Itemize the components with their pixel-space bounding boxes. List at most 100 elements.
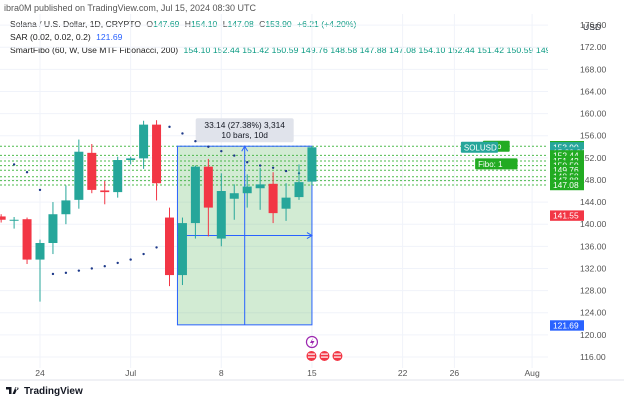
chart-level-label: SOLUSD	[464, 143, 497, 152]
price-tag: 149.76	[553, 165, 579, 175]
sar-dot	[181, 132, 184, 135]
price-tick-label: 140.00	[580, 219, 607, 229]
price-tag: 141.55	[553, 211, 579, 221]
flag-us-icon	[305, 350, 318, 362]
price-tag-bg	[550, 150, 584, 161]
candle-down	[100, 190, 110, 193]
price-tick-label: 172.00	[580, 42, 607, 52]
price-tick-label: 132.00	[580, 263, 607, 273]
sar-dot	[194, 140, 197, 143]
candle-down	[152, 124, 162, 184]
tradingview-logo[interactable]: TradingView	[6, 386, 83, 397]
time-tick-label: Aug	[524, 368, 540, 378]
sar-dot	[129, 258, 132, 261]
time-tick-label: Jul	[125, 368, 136, 378]
measurement-arrow-right	[306, 232, 313, 239]
sar-dot	[116, 261, 119, 265]
candle-down	[87, 152, 97, 190]
candle-up	[126, 158, 136, 161]
candle-up	[242, 186, 252, 194]
price-tick-label: 156.00	[580, 131, 607, 141]
measurement-text-2: 10 bars, 10d	[221, 130, 268, 140]
price-tick-label: 128.00	[580, 286, 607, 296]
sar-dot	[258, 164, 262, 167]
flag-us-icon	[331, 350, 344, 362]
candle-up	[9, 219, 19, 221]
price-tag-bg	[550, 320, 584, 331]
low-label: L	[222, 19, 228, 29]
sar-dot	[12, 163, 16, 166]
candle-up	[113, 160, 123, 193]
time-tick-label: 22	[398, 368, 408, 378]
candle-up	[177, 223, 187, 276]
publish-note: ibra0M published on TradingView.com, Jul…	[4, 3, 256, 13]
legend-symbol-row: Solana / U.S. Dollar, 1D, CRYPTO O147.69…	[10, 18, 603, 31]
sar-dot	[51, 272, 55, 276]
price-tick-label: 176.00	[580, 20, 607, 30]
flag-stripe	[320, 356, 328, 358]
sar-dot	[90, 267, 94, 270]
price-tag-bg	[550, 210, 584, 221]
legend-sar-row: SAR (0.02, 0.02, 0.2) 121.69	[10, 31, 603, 44]
high-label: H	[184, 19, 192, 29]
candle-up	[139, 124, 149, 159]
high-value: 154.10	[191, 19, 218, 29]
price-tick-label: 148.00	[580, 175, 607, 185]
open-label: O	[146, 19, 154, 29]
price-tick-label: 152.00	[580, 153, 607, 163]
time-tick-label: 26	[450, 368, 460, 378]
sar-dot	[103, 265, 106, 268]
flag-stripe	[333, 356, 341, 358]
candle-up	[307, 147, 317, 182]
sar-dot	[77, 269, 81, 272]
sar-dot	[246, 161, 249, 164]
price-axis: USD116.00120.00124.00128.00132.00136.001…	[548, 0, 624, 380]
flag-us-icon	[318, 350, 331, 362]
time-tick-label: 15	[307, 368, 317, 378]
price-tag: 121.69	[553, 320, 579, 330]
price-tick-label: 116.00	[580, 352, 606, 362]
change-value: +6.21 (+4.20%)	[297, 19, 357, 29]
candle-up	[35, 242, 45, 260]
price-tags: 154.10153.9015:29:23152.44151.42150.5914…	[550, 140, 586, 331]
price-tag: 147.08	[553, 180, 579, 190]
candle-down	[22, 219, 32, 260]
price-tag: 152.44	[553, 150, 579, 160]
price-tag-bg	[550, 165, 584, 176]
sar-dots	[12, 125, 301, 276]
candle-down	[0, 216, 6, 220]
chart-level-label-bg	[475, 158, 518, 170]
sar-dot	[168, 125, 171, 129]
currency-label: USD	[583, 22, 601, 32]
price-tick-label: 164.00	[580, 86, 607, 96]
tradingview-icon	[6, 387, 19, 394]
chart-level-label: Fibo: 1	[478, 160, 503, 169]
candle-up	[216, 191, 226, 239]
measurement-tooltip	[195, 118, 294, 143]
flag-stripe	[307, 356, 315, 358]
brand-name: TradingView	[24, 386, 83, 397]
candle-up	[48, 214, 58, 243]
price-tick-label: 136.00	[580, 241, 607, 251]
sar-label[interactable]: SAR (0.02, 0.02, 0.2)	[10, 32, 91, 42]
flag-stripe	[333, 353, 341, 355]
fibo-label[interactable]: SmartFibo (60, W, Use MTF Fibonacci, 200…	[10, 45, 179, 55]
chart-legend: Solana / U.S. Dollar, 1D, CRYPTO O147.69…	[10, 18, 603, 57]
low-value: 147.08	[227, 19, 254, 29]
measurement-text-1: 33.14 (27.38%) 3,314	[204, 120, 285, 130]
sar-dot	[64, 271, 68, 275]
candle-down	[203, 166, 213, 208]
flag-stripe	[307, 353, 315, 355]
price-tick-label: 168.00	[580, 64, 607, 74]
candle-up	[229, 193, 239, 199]
time-tick-label: 8	[219, 368, 224, 378]
sar-dot	[207, 145, 210, 148]
sar-value: 121.69	[96, 32, 123, 42]
price-tag-bg	[550, 179, 584, 191]
sar-dot	[233, 154, 236, 157]
fibo-values: 154.10 152.44 151.42 150.59 149.76 148.5…	[183, 45, 600, 55]
symbol-label[interactable]: Solana / U.S. Dollar, 1D, CRYPTO	[10, 19, 142, 29]
candle-up	[190, 166, 200, 224]
time-tick-label: 24	[35, 368, 45, 378]
